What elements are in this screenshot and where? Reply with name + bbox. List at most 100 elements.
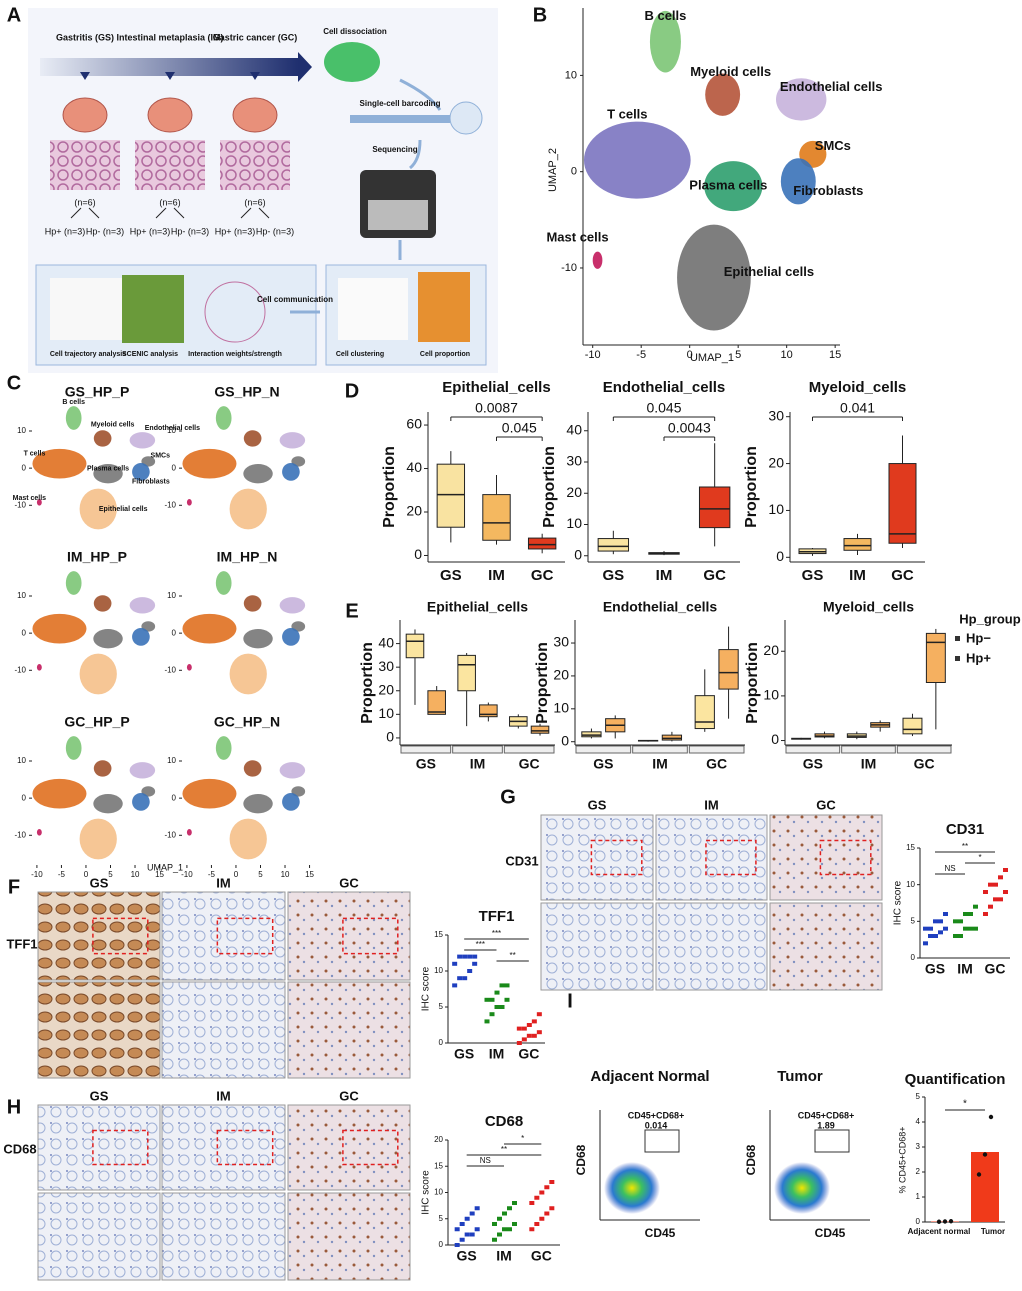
cluster <box>243 464 273 484</box>
ihc-image <box>287 891 411 981</box>
dot <box>494 990 500 995</box>
box <box>530 725 550 734</box>
cluster <box>279 762 306 779</box>
ihc-image <box>287 1192 411 1281</box>
dot <box>472 954 478 959</box>
strip <box>503 745 555 754</box>
cluster <box>592 251 603 269</box>
tissue <box>220 140 290 190</box>
cluster <box>129 597 156 614</box>
column-label: GC <box>339 875 359 890</box>
dot <box>963 926 968 931</box>
dot <box>938 930 943 935</box>
p-value: 0.0087 <box>475 400 518 416</box>
y-tick-label: 10 <box>17 591 26 600</box>
cluster <box>79 818 117 860</box>
column-label: IM <box>216 875 230 890</box>
row-label: CD31 <box>505 853 538 868</box>
x-tick-label: IM <box>489 1046 505 1062</box>
y-axis-label: Proportion <box>534 642 551 724</box>
arrow-head <box>298 52 312 82</box>
dot <box>459 1237 465 1242</box>
panel-letter: A <box>7 4 21 26</box>
x-tick-label: GS <box>803 756 823 772</box>
y-tick-label: 15 <box>434 1161 443 1170</box>
panel-letter: H <box>7 1096 21 1118</box>
dot <box>544 1185 550 1190</box>
dot <box>544 1211 550 1216</box>
sequencer-slot <box>368 200 428 230</box>
x-tick-label: GS <box>602 567 624 584</box>
flow-arrows <box>290 78 442 314</box>
y-tick-label: 10 <box>167 426 176 435</box>
cluster-label: SMCs <box>151 452 171 459</box>
gate <box>814 1129 850 1153</box>
box <box>661 734 683 741</box>
y-tick-label: 0 <box>571 166 577 178</box>
cluster-label: Endothelial cells <box>145 425 200 432</box>
dot <box>507 1227 512 1232</box>
dot <box>484 1019 490 1024</box>
box <box>902 717 923 735</box>
ihc-image <box>161 1104 286 1191</box>
step-label: Sequencing <box>372 145 417 154</box>
x-tick-label: IM <box>861 756 877 772</box>
hp-pos: Hp+ (n=3) <box>215 226 256 236</box>
dot <box>953 919 958 924</box>
dot <box>529 1227 535 1232</box>
y-tick-label: 0 <box>911 953 916 962</box>
panel-letter: E <box>345 600 358 622</box>
point <box>976 1172 982 1177</box>
ihc-image <box>161 891 286 981</box>
dot <box>983 912 988 916</box>
cluster <box>279 432 306 449</box>
cluster <box>243 629 273 649</box>
significance: ** <box>501 1145 507 1154</box>
cluster <box>182 448 237 479</box>
y-tick-label: 2 <box>916 1167 921 1176</box>
ihc-image <box>655 814 768 901</box>
dot <box>492 1237 497 1242</box>
cluster <box>705 73 741 116</box>
column-label: IM <box>704 797 718 812</box>
y-axis-label: IHC score <box>893 880 904 925</box>
cluster-label: Epithelial cells <box>99 506 148 513</box>
y-tick-label: -10 <box>561 262 577 274</box>
y-tick-label: 5 <box>911 916 916 925</box>
x-tick-label: 10 <box>781 349 793 361</box>
dot <box>469 1232 475 1237</box>
strip <box>400 745 452 754</box>
panel-letter: B <box>533 4 547 26</box>
x-tick-label: 10 <box>281 870 290 879</box>
dot <box>521 1037 527 1042</box>
p-value: 0.0043 <box>668 420 711 436</box>
x-tick-label: GS <box>802 567 824 584</box>
cluster <box>229 653 267 695</box>
box <box>427 690 446 715</box>
legend-swatch <box>955 636 960 641</box>
x-tick-label: 15 <box>155 870 164 879</box>
x-tick-label: 5 <box>735 349 741 361</box>
dot <box>536 1030 542 1035</box>
dot <box>539 1190 545 1195</box>
cluster-label: Myeloid cells <box>690 64 771 79</box>
hp-pos: Hp+ (n=3) <box>45 226 86 236</box>
dot <box>526 1033 532 1038</box>
y-tick-label: 0 <box>172 628 177 637</box>
cluster <box>36 828 42 836</box>
y-axis-label: % CD45+CD68+ <box>897 1126 907 1193</box>
plot-title: Myeloid_cells <box>823 599 914 615</box>
dot <box>454 1243 460 1247</box>
dot <box>988 904 993 909</box>
dot <box>462 976 468 981</box>
y-tick-label: 10 <box>167 591 176 600</box>
y-axis-label: Proportion <box>744 642 761 724</box>
box <box>479 704 498 718</box>
y-tick-label: 30 <box>566 453 582 469</box>
p-value: 0.045 <box>502 420 537 436</box>
y-tick-label: 20 <box>763 642 779 658</box>
dot <box>993 897 998 902</box>
dot <box>988 882 993 887</box>
y-tick-label: 0 <box>22 628 27 637</box>
